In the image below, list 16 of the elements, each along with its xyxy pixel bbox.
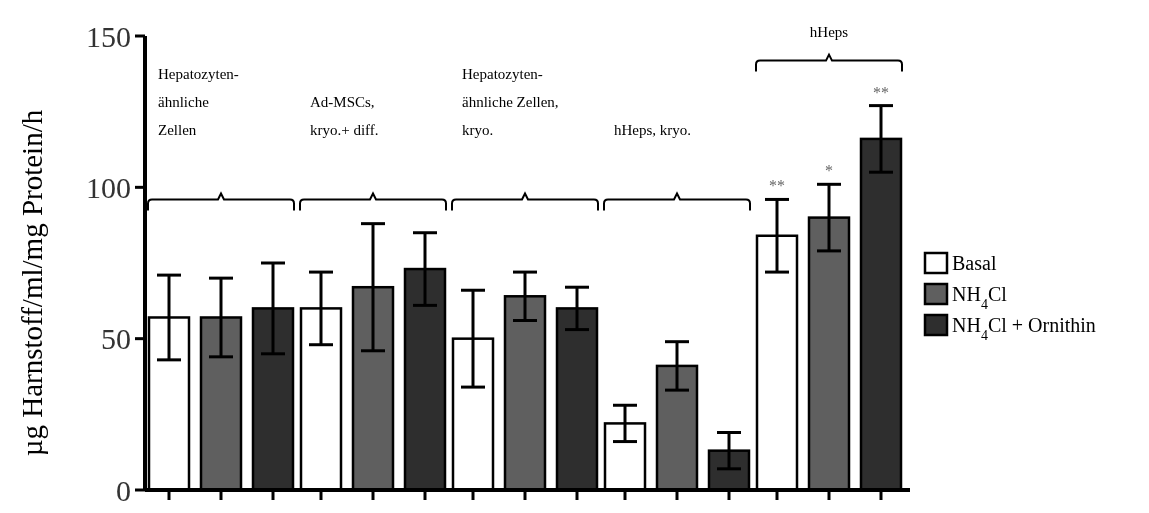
x-tick-label: Hepatozyten- ähnliche Zellen	[158, 66, 239, 139]
y-tick-label: 0	[116, 473, 131, 507]
y-tick-label: 150	[86, 19, 131, 53]
y-tick-label: 50	[101, 322, 131, 356]
x-tick-label: Ad-MSCs, kryo.+ diff.	[310, 94, 379, 139]
legend-label: Basal	[952, 252, 997, 274]
x-tick-label: hHeps, kryo.	[614, 122, 692, 139]
x-tick-label: hHeps	[809, 23, 849, 40]
y-tick-label: 100	[86, 170, 131, 204]
x-tick-label: Hepatozyten- ähnliche Zellen, kryo.	[462, 66, 559, 139]
y-axis-title: µg Harnstoff/ml/mg Protein/h	[16, 109, 48, 457]
legend-label: NH$_{4}$Cl + Ornithin	[952, 314, 1096, 343]
annotation: **	[769, 177, 785, 195]
legend-label: NH$_{4}$Cl	[952, 283, 1008, 312]
annotation: **	[873, 83, 889, 101]
annotation: *	[825, 162, 833, 180]
